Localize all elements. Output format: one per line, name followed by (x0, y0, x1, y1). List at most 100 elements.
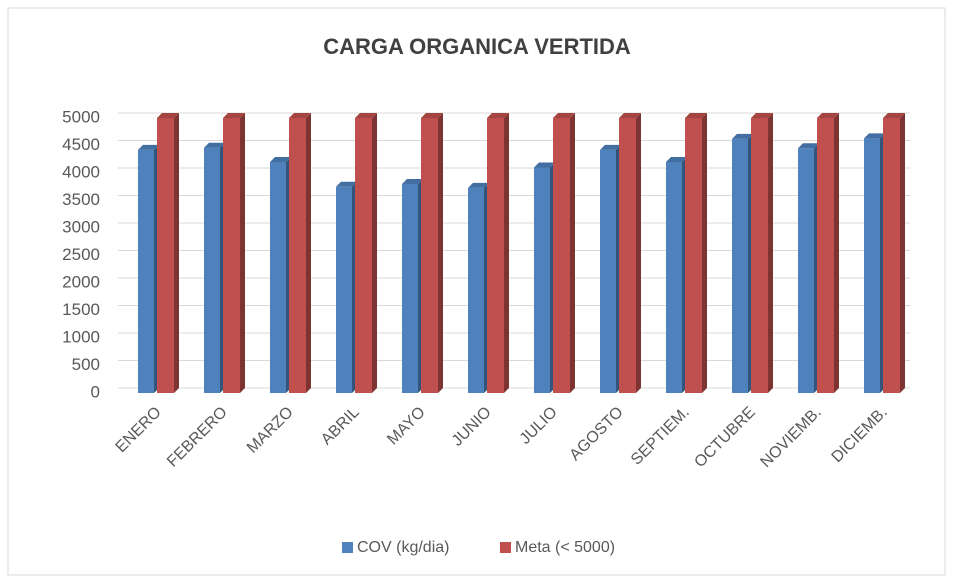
bar (883, 113, 905, 393)
bar-front (751, 118, 768, 393)
y-tick-label: 5000 (62, 107, 100, 126)
bar (534, 162, 555, 393)
legend-label: Meta (< 5000) (515, 539, 615, 556)
bar (468, 182, 489, 393)
bar (553, 113, 575, 393)
bar-top (204, 142, 225, 148)
bar-side (768, 113, 773, 393)
bar-front (270, 162, 286, 393)
bar-front (666, 162, 682, 393)
bar (798, 143, 819, 393)
bar-side (438, 113, 443, 393)
bar-side (174, 113, 179, 393)
bar (817, 113, 839, 393)
bar-front (883, 118, 900, 393)
y-tick-label: 3000 (62, 217, 100, 236)
bar-side (702, 113, 707, 393)
bar (157, 113, 179, 393)
bar (223, 113, 245, 393)
bar-front (223, 118, 240, 393)
bar-side (900, 113, 905, 393)
y-tick-label: 0 (91, 382, 100, 401)
bar (204, 142, 225, 393)
bar-top (402, 179, 423, 184)
bar-front (157, 118, 174, 393)
bar-front (204, 147, 220, 393)
bar (864, 133, 885, 393)
bar (336, 181, 357, 393)
bar-front (732, 138, 748, 393)
bar-front (355, 118, 372, 393)
bar-top (619, 113, 641, 118)
bar-side (570, 113, 575, 393)
bar-top (289, 113, 311, 118)
bar-front (600, 149, 616, 393)
legend-swatch (500, 542, 511, 553)
bar-top (751, 113, 773, 118)
bar-top (157, 113, 179, 118)
bar-side (372, 113, 377, 393)
bar-front (402, 184, 418, 393)
bar-top (270, 157, 291, 162)
bar-top (421, 113, 443, 118)
bar-top (883, 113, 905, 118)
bar (421, 113, 443, 393)
bar (402, 179, 423, 393)
bar (685, 113, 707, 393)
legend-swatch (342, 542, 353, 553)
bar-front (619, 118, 636, 393)
bar-side (504, 113, 509, 393)
bar-front (138, 149, 154, 393)
bar-top (336, 181, 357, 187)
bar-front (685, 118, 702, 393)
bar-top (685, 113, 707, 118)
bar (619, 113, 641, 393)
bar (600, 144, 621, 393)
bar-top (138, 144, 159, 150)
bar-side (834, 113, 839, 393)
bar-front (468, 187, 484, 393)
y-tick-label: 1000 (62, 327, 100, 346)
chart-title: CARGA ORGANICA VERTIDA (323, 34, 631, 59)
bar-side (306, 113, 311, 393)
y-tick-label: 500 (72, 355, 100, 374)
bar (666, 157, 687, 393)
bar (289, 113, 311, 393)
bar-front (817, 118, 834, 393)
bar-front (289, 118, 306, 393)
y-tick-label: 4500 (62, 135, 100, 154)
bar-top (798, 143, 819, 149)
legend-label: COV (kg/dia) (357, 539, 449, 556)
bar-front (553, 118, 570, 393)
bar-side (636, 113, 641, 393)
bar-front (864, 138, 880, 393)
bar-front (534, 167, 550, 393)
bar (487, 113, 509, 393)
y-tick-label: 3500 (62, 190, 100, 209)
y-tick-label: 2000 (62, 272, 100, 291)
bar (355, 113, 377, 393)
bar-top (732, 133, 753, 139)
y-tick-label: 4000 (62, 162, 100, 181)
bar-top (487, 113, 509, 118)
y-tick-label: 2500 (62, 245, 100, 264)
bar (732, 133, 753, 393)
bar (270, 157, 291, 393)
bar-top (534, 162, 555, 168)
bar-top (817, 113, 839, 118)
bar-top (666, 157, 687, 162)
bar-front (336, 186, 352, 393)
bar-front (421, 118, 438, 393)
bar-top (223, 113, 245, 118)
bar-top (600, 144, 621, 150)
bar-top (864, 133, 885, 139)
bar (751, 113, 773, 393)
bar-top (355, 113, 377, 118)
bar-side (240, 113, 245, 393)
bar (138, 144, 159, 393)
bar-front (487, 118, 504, 393)
bar-top (468, 182, 489, 188)
bar-top (553, 113, 575, 118)
bar-front (798, 148, 814, 393)
